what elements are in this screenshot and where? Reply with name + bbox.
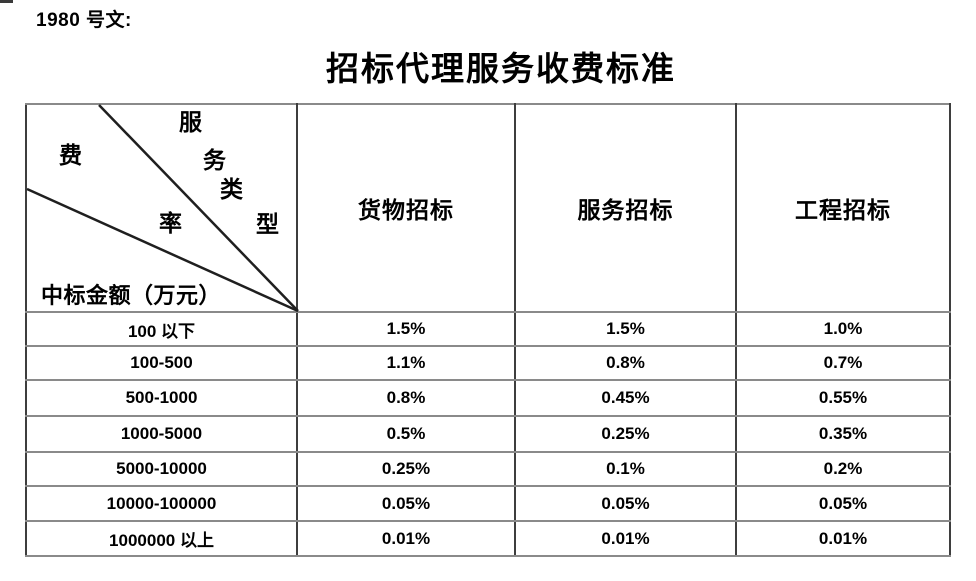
rate-cell: 0.01%: [296, 520, 516, 557]
rate-cell: 0.05%: [296, 485, 516, 522]
rate-cell: 0.01%: [514, 520, 737, 557]
amount-range-cell: 100 以下: [25, 311, 298, 347]
diagonal-line-upper: [98, 104, 299, 312]
corner-label-amount: 中标金额（万元）: [41, 283, 222, 309]
corner-label-fee-char: 费: [59, 142, 82, 169]
table-row: 100-500 1.1% 0.8% 0.7%: [25, 345, 951, 381]
corner-label-service-type-char-3: 类: [220, 176, 243, 203]
rate-cell: 0.5%: [296, 415, 516, 453]
rate-cell: 0.05%: [735, 485, 951, 522]
page-corner-artifact: [0, 0, 13, 3]
amount-range-cell: 1000000 以上: [25, 520, 298, 557]
rate-cell: 0.8%: [296, 379, 516, 417]
diagonal-lines: [26, 104, 299, 313]
rate-cell: 0.8%: [514, 345, 737, 381]
diagonal-corner-cell: 服 费 务 类 率 型 中标金额（万元）: [25, 103, 299, 313]
diagonal-line-lower: [26, 187, 299, 313]
rate-cell: 0.35%: [735, 415, 951, 453]
rate-cell: 0.2%: [735, 451, 951, 487]
page-title: 招标代理服务收费标准: [326, 49, 676, 88]
doc-reference: 1980 号文:: [36, 10, 132, 31]
rate-cell: 1.5%: [296, 311, 516, 347]
rate-cell: 0.01%: [735, 520, 951, 557]
amount-range-cell: 100-500: [25, 345, 298, 381]
rate-cell: 1.0%: [735, 311, 951, 347]
amount-range-cell: 1000-5000: [25, 415, 298, 453]
amount-range-cell: 500-1000: [25, 379, 298, 417]
corner-label-service-type-char-2: 务: [203, 147, 226, 174]
rate-cell: 1.1%: [296, 345, 516, 381]
table-row: 10000-100000 0.05% 0.05% 0.05%: [25, 485, 951, 522]
rate-cell: 0.7%: [735, 345, 951, 381]
column-header-engineering-bidding: 工程招标: [735, 103, 951, 313]
header-row: 服 费 务 类 率 型 中标金额（万元） 货物招标 服务招标 工程招标: [25, 103, 951, 313]
table-row: 100 以下 1.5% 1.5% 1.0%: [25, 311, 951, 347]
column-header-service-bidding: 服务招标: [514, 103, 737, 313]
rate-cell: 0.25%: [296, 451, 516, 487]
column-header-goods-bidding: 货物招标: [296, 103, 516, 313]
rate-cell: 0.05%: [514, 485, 737, 522]
amount-range-cell: 10000-100000: [25, 485, 298, 522]
fee-standard-table: 服 费 务 类 率 型 中标金额（万元） 货物招标 服务招标 工程招标 100 …: [25, 103, 951, 557]
rate-cell: 0.55%: [735, 379, 951, 417]
corner-label-service-type-char-4: 型: [256, 211, 279, 238]
table-row: 500-1000 0.8% 0.45% 0.55%: [25, 379, 951, 417]
table-row: 1000000 以上 0.01% 0.01% 0.01%: [25, 520, 951, 557]
rate-cell: 0.45%: [514, 379, 737, 417]
table-row: 1000-5000 0.5% 0.25% 0.35%: [25, 415, 951, 453]
rate-cell: 0.25%: [514, 415, 737, 453]
corner-label-rate-char: 率: [159, 210, 182, 237]
rate-cell: 0.1%: [514, 451, 737, 487]
rate-cell: 1.5%: [514, 311, 737, 347]
table-row: 5000-10000 0.25% 0.1% 0.2%: [25, 451, 951, 487]
amount-range-cell: 5000-10000: [25, 451, 298, 487]
corner-label-service-type-char-1: 服: [179, 109, 202, 136]
